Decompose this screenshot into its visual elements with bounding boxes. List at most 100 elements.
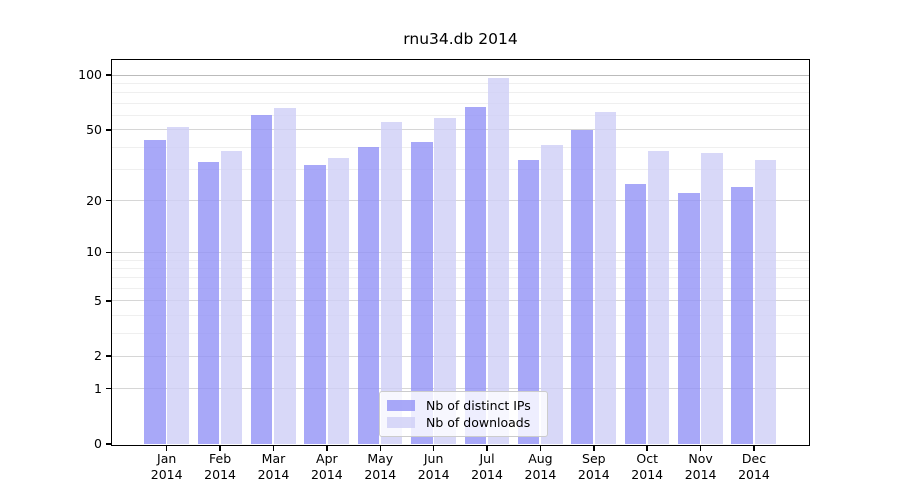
- minor-gridline-3: [112, 332, 809, 334]
- legend-label-downloads: Nb of downloads: [426, 415, 531, 430]
- x-tick-label-oct: Oct 2014: [619, 451, 675, 483]
- x-tick-label-dec: Dec 2014: [726, 451, 782, 483]
- gridline-1: [112, 388, 809, 390]
- year-label: 2014: [524, 467, 557, 482]
- y-tick-label-10: 10: [86, 244, 102, 260]
- year-label: 2014: [738, 467, 770, 482]
- minor-gridline-6: [112, 288, 809, 289]
- month-label: Oct: [636, 451, 659, 466]
- x-tick-label-may: May 2014: [352, 451, 408, 483]
- y-tick-label-5: 5: [94, 292, 102, 308]
- year-label: 2014: [204, 467, 236, 482]
- legend-swatch-distinct-ips: [387, 400, 415, 411]
- bar-downloads-mar: [274, 108, 296, 444]
- x-tick-label-nov: Nov 2014: [673, 451, 729, 483]
- legend: Nb of distinct IPs Nb of downloads: [379, 391, 548, 437]
- chart-title: rnu34.db 2014: [403, 30, 518, 48]
- bar-downloads-aug: [541, 145, 563, 444]
- x-tick-nov: [699, 446, 702, 451]
- x-tick-jan: [165, 446, 168, 451]
- y-tick-5: [106, 300, 111, 302]
- minor-gridline-30: [112, 169, 809, 171]
- bar-distinct-ips-jan: [144, 139, 166, 444]
- month-label: Jul: [479, 451, 495, 466]
- x-tick-label-jun: Jun 2014: [406, 451, 462, 483]
- y-tick-label-0: 0: [94, 436, 102, 451]
- bar-distinct-ips-mar: [250, 115, 273, 444]
- year-label: 2014: [684, 467, 717, 482]
- x-tick-mar: [272, 446, 275, 451]
- y-tick-50: [106, 129, 111, 131]
- y-tick-1: [106, 387, 111, 390]
- month-label: Dec: [741, 451, 767, 466]
- year-label: 2014: [257, 467, 290, 482]
- x-tick-label-mar: Mar 2014: [245, 451, 301, 483]
- bar-downloads-sep: [594, 111, 617, 444]
- x-tick-dec: [753, 446, 755, 451]
- bar-distinct-ips-apr: [304, 164, 326, 444]
- minor-gridline-4: [112, 314, 809, 316]
- legend-label-distinct-ips: Nb of distinct IPs: [426, 398, 531, 413]
- year-label: 2014: [577, 467, 610, 482]
- bar-downloads-jun: [434, 118, 456, 444]
- legend-swatch-downloads: [387, 417, 415, 428]
- gridline-5: [112, 300, 809, 302]
- bar-distinct-ips-feb: [197, 162, 220, 444]
- x-tick-oct: [646, 446, 648, 451]
- bar-downloads-dec: [754, 159, 777, 444]
- gridline-100: [112, 74, 809, 76]
- x-tick-label-sep: Sep 2014: [566, 451, 622, 483]
- year-label: 2014: [631, 467, 664, 482]
- bar-downloads-feb: [220, 151, 243, 444]
- year-label: 2014: [417, 467, 450, 482]
- bar-downloads-oct: [647, 151, 670, 444]
- y-tick-label-20: 20: [86, 192, 102, 208]
- gridline-20: [112, 200, 809, 202]
- x-tick-jul: [486, 446, 488, 451]
- bar-distinct-ips-may: [357, 147, 380, 444]
- y-tick-label-100: 100: [78, 67, 102, 83]
- month-label: Jun: [423, 451, 444, 466]
- x-tick-label-apr: Apr 2014: [299, 451, 355, 483]
- year-label: 2014: [150, 467, 183, 482]
- year-label: 2014: [471, 467, 503, 482]
- x-tick-apr: [326, 446, 328, 451]
- year-label: 2014: [310, 467, 343, 482]
- month-label: Jan: [157, 451, 177, 466]
- minor-gridline-40: [112, 146, 809, 148]
- bar-downloads-may: [380, 122, 403, 444]
- bar-downloads-nov: [701, 153, 723, 444]
- legend-item-distinct-ips: Nb of distinct IPs: [387, 398, 539, 413]
- y-tick-10: [106, 251, 111, 254]
- gridline-2: [112, 355, 809, 357]
- month-label: Nov: [688, 451, 713, 466]
- month-label: Aug: [528, 451, 553, 466]
- x-tick-label-jul: Jul 2014: [459, 451, 515, 483]
- bar-distinct-ips-dec: [731, 186, 753, 444]
- x-tick-sep: [593, 446, 595, 451]
- month-label: Sep: [582, 451, 606, 466]
- x-tick-feb: [219, 446, 221, 451]
- month-label: May: [367, 451, 394, 466]
- minor-gridline-70: [112, 102, 809, 104]
- gridline-10: [112, 251, 809, 253]
- minor-gridline-7: [112, 277, 809, 279]
- y-tick-label-2: 2: [94, 348, 102, 364]
- y-tick-100: [106, 74, 111, 76]
- y-tick-0: [106, 443, 111, 445]
- x-tick-label-aug: Aug 2014: [512, 451, 568, 483]
- bar-distinct-ips-nov: [678, 193, 700, 444]
- gridline-50: [112, 129, 809, 131]
- bar-downloads-jul: [487, 77, 510, 444]
- y-tick-label-50: 50: [86, 121, 102, 137]
- y-tick-2: [106, 355, 111, 357]
- bar-downloads-apr: [327, 157, 350, 444]
- month-label: Apr: [316, 451, 338, 466]
- bar-distinct-ips-oct: [624, 183, 647, 444]
- legend-item-downloads: Nb of downloads: [387, 415, 539, 430]
- x-tick-aug: [539, 446, 542, 451]
- minor-gridline-60: [112, 114, 809, 116]
- month-label: Mar: [261, 451, 286, 466]
- minor-gridline-90: [112, 83, 809, 85]
